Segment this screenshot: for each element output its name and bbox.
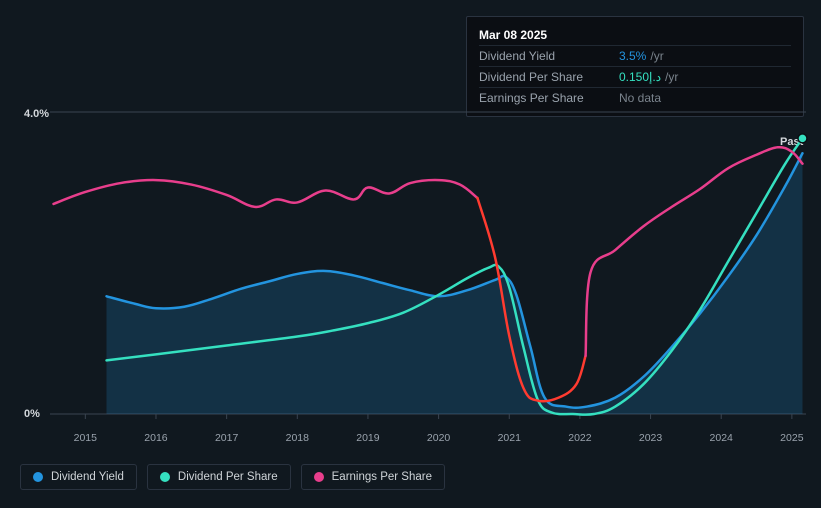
x-axis-tick: 2025 bbox=[780, 432, 803, 444]
legend-dot bbox=[160, 472, 170, 482]
tooltip-value: د.إ0.150/yr bbox=[619, 70, 791, 84]
tooltip-label: Earnings Per Share bbox=[479, 91, 619, 105]
x-axis-tick: 2020 bbox=[427, 432, 450, 444]
legend-dot bbox=[33, 472, 43, 482]
tooltip-value: No data bbox=[619, 91, 791, 105]
x-axis-tick: 2021 bbox=[498, 432, 521, 444]
tooltip-row: Dividend Yield 3.5%/yr bbox=[479, 45, 791, 66]
legend-label: Dividend Yield bbox=[51, 471, 124, 483]
tooltip-label: Dividend Per Share bbox=[479, 70, 619, 84]
x-axis-tick: 2015 bbox=[74, 432, 97, 444]
hover-tooltip: Mar 08 2025 Dividend Yield 3.5%/yr Divid… bbox=[466, 16, 804, 117]
tooltip-label: Dividend Yield bbox=[479, 49, 619, 63]
legend-item-earnings-per-share[interactable]: Earnings Per Share bbox=[301, 464, 445, 490]
tooltip-date: Mar 08 2025 bbox=[479, 25, 791, 45]
x-axis-tick: 2017 bbox=[215, 432, 238, 444]
tooltip-row: Earnings Per Share No data bbox=[479, 87, 791, 108]
x-axis-tick: 2023 bbox=[639, 432, 662, 444]
chart-svg bbox=[20, 110, 810, 444]
x-axis-tick: 2019 bbox=[356, 432, 379, 444]
x-axis-tick: 2022 bbox=[568, 432, 591, 444]
legend-item-dividend-per-share[interactable]: Dividend Per Share bbox=[147, 464, 291, 490]
legend-item-dividend-yield[interactable]: Dividend Yield bbox=[20, 464, 137, 490]
tooltip-value: 3.5%/yr bbox=[619, 49, 791, 63]
x-axis-tick: 2018 bbox=[286, 432, 309, 444]
dividend-chart[interactable]: 4.0% 0% Past 201520162017201820192020202… bbox=[20, 110, 810, 444]
x-axis-tick: 2016 bbox=[144, 432, 167, 444]
x-axis-tick: 2024 bbox=[710, 432, 733, 444]
legend-label: Earnings Per Share bbox=[332, 471, 432, 483]
legend-dot bbox=[314, 472, 324, 482]
legend-label: Dividend Per Share bbox=[178, 471, 278, 483]
tooltip-row: Dividend Per Share د.إ0.150/yr bbox=[479, 66, 791, 87]
chart-legend: Dividend Yield Dividend Per Share Earnin… bbox=[20, 464, 445, 490]
x-axis-labels: 2015 2016 2017 2018 2019 2020 2021 2022 2023 2024… bbox=[20, 426, 810, 444]
